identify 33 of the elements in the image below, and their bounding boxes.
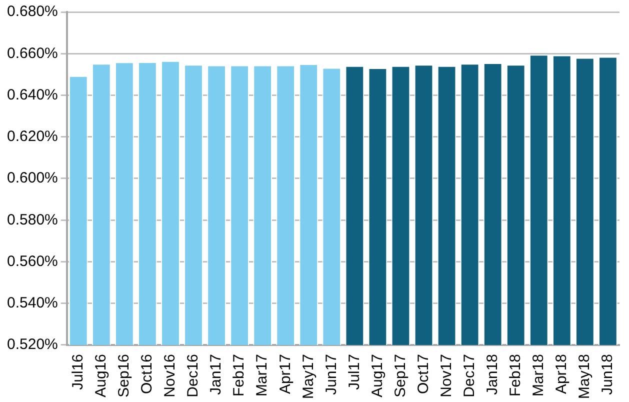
x-tick-label: Sep17 [392, 354, 409, 398]
x-tick-label: May17 [300, 354, 317, 400]
y-tick-label: 0.520% [7, 336, 58, 354]
y-tick-label: 0.660% [7, 44, 58, 62]
x-tick-label: Jan17 [208, 354, 225, 395]
x-tick-label: Feb18 [507, 354, 524, 397]
x-tick-label: Apr18 [553, 354, 570, 394]
x-tick-label: Mar17 [254, 354, 271, 397]
y-tick-label: 0.680% [7, 3, 58, 20]
x-tick-label: Nov17 [438, 354, 455, 398]
x-tick-label: Apr17 [276, 354, 294, 394]
x-tick-label: Dec17 [460, 354, 478, 398]
y-tick-label: 0.560% [7, 252, 58, 270]
x-tick-label: Aug16 [92, 354, 110, 398]
y-tick-label: 0.600% [7, 170, 58, 187]
x-tick-label: Oct16 [138, 354, 156, 394]
x-tick-label: Mar18 [530, 354, 548, 397]
x-tick-label: Sep16 [116, 354, 133, 398]
x-tick-label: Aug17 [368, 354, 386, 398]
x-tick-label: Jun18 [599, 354, 616, 395]
x-tick-label: Nov16 [162, 354, 179, 398]
y-tick-label: 0.640% [7, 86, 58, 104]
x-tick-label: Dec16 [184, 354, 202, 398]
y-tick-label: 0.620% [7, 128, 58, 146]
x-tick-label: Jan18 [484, 354, 501, 395]
x-tick-label: May18 [576, 354, 594, 400]
y-tick-label: 0.540% [7, 294, 58, 312]
y-tick-label: 0.580% [7, 211, 58, 228]
x-tick-label: Oct17 [414, 354, 432, 394]
x-tick-label: Jul16 [70, 354, 87, 390]
x-tick-label: Jun17 [322, 354, 340, 395]
x-tick-label: Feb17 [230, 354, 248, 397]
x-tick-label: Jul17 [346, 354, 363, 390]
